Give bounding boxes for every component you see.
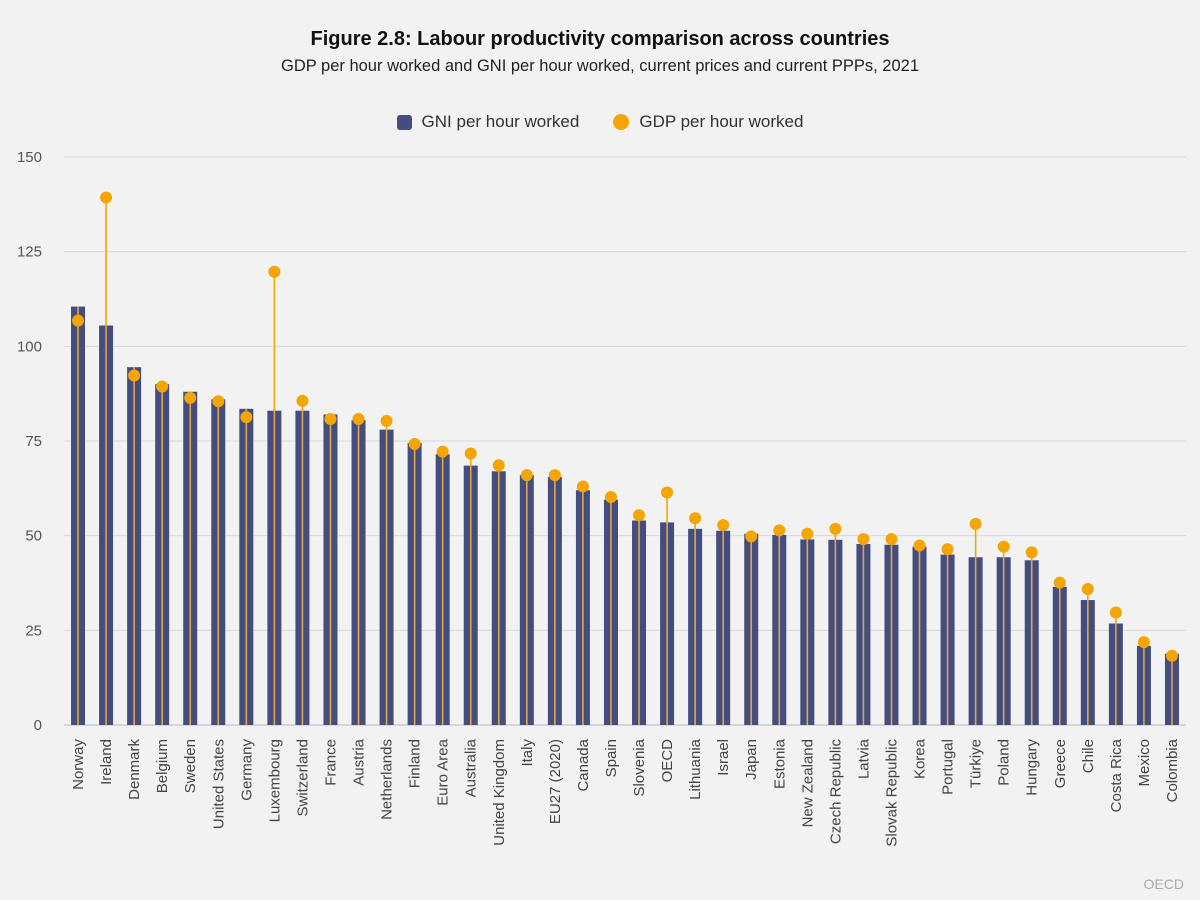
x-tick-label: Costa Rica (1108, 738, 1125, 812)
x-tick-label: Luxembourg (266, 739, 283, 822)
x-tick-label: New Zealand (799, 739, 816, 827)
x-tick-label: Sweden (182, 739, 199, 793)
gdp-point (436, 445, 449, 458)
x-tick-label: Germany (238, 739, 255, 801)
gdp-point (857, 533, 870, 546)
gdp-point (380, 414, 393, 427)
gdp-point (212, 395, 225, 408)
x-tick-label: EU27 (2020) (547, 739, 564, 824)
legend-label-gni: GNI per hour worked (421, 112, 580, 131)
y-tick-label: 75 (25, 433, 42, 450)
gdp-point (100, 191, 113, 204)
x-tick-label: Mexico (1136, 739, 1153, 787)
x-tick-label: Ireland (98, 739, 115, 785)
x-tick-label: Netherlands (379, 739, 396, 820)
gdp-point (324, 413, 337, 426)
gdp-point (576, 480, 589, 493)
x-tick-label: Lithuania (687, 738, 704, 800)
x-tick-label: Colombia (1164, 738, 1181, 802)
gdp-point (1137, 636, 1150, 649)
gdp-point (1081, 583, 1094, 596)
chart-legend: GNI per hour worked GDP per hour worked (0, 112, 1200, 132)
gdp-point (633, 509, 646, 522)
gdp-point (829, 522, 842, 535)
gdp-point (156, 380, 169, 393)
gdp-point (1025, 546, 1038, 559)
y-tick-label: 150 (17, 149, 42, 166)
gdp-point (352, 413, 365, 426)
gdp-point (72, 314, 85, 327)
y-tick-label: 125 (17, 244, 42, 261)
gdp-point (1109, 606, 1122, 619)
source-label: OECD (1143, 876, 1184, 892)
x-tick-label: Euro Area (435, 738, 452, 805)
x-tick-label: OECD (659, 739, 676, 783)
gdp-point (548, 469, 561, 482)
x-tick-label: Israel (715, 739, 732, 776)
y-tick-label: 0 (34, 717, 42, 734)
y-tick-label: 25 (25, 622, 42, 639)
x-tick-label: Estonia (771, 738, 788, 789)
legend-label-gdp: GDP per hour worked (639, 112, 804, 131)
x-tick-label: Czech Republic (827, 739, 844, 845)
gdp-point (184, 391, 197, 404)
gdp-point (240, 411, 253, 424)
gdp-point (296, 394, 309, 407)
x-tick-label: Türkiye (968, 739, 985, 788)
x-tick-label: Finland (407, 739, 424, 788)
x-tick-label: Portugal (940, 739, 957, 795)
x-tick-label: Spain (603, 739, 620, 777)
gdp-point (408, 438, 421, 451)
gdp-point (268, 265, 281, 278)
gdp-point (717, 519, 730, 532)
x-tick-label: United States (210, 739, 227, 829)
gdp-point (520, 469, 533, 482)
gdp-point (801, 527, 814, 540)
chart-title: Figure 2.8: Labour productivity comparis… (310, 28, 890, 50)
gdp-point (689, 512, 702, 525)
x-tick-label: Slovak Republic (883, 739, 900, 847)
x-tick-label: Chile (1080, 739, 1097, 773)
gdp-point (464, 447, 477, 460)
x-tick-label: Norway (70, 739, 87, 790)
gdp-point (1165, 649, 1178, 662)
gdp-point (492, 459, 505, 472)
gdp-point (1053, 576, 1066, 589)
gdp-point (885, 533, 898, 546)
x-tick-label: Slovenia (631, 738, 648, 796)
x-tick-label: United Kingdom (491, 739, 508, 846)
x-tick-label: Canada (575, 738, 592, 791)
x-tick-label: Hungary (1024, 739, 1041, 796)
gdp-point (997, 540, 1010, 553)
legend-swatch-gni (396, 114, 412, 130)
x-tick-label: France (322, 739, 339, 786)
chart-subtitle: GDP per hour worked and GNI per hour wor… (280, 57, 919, 75)
x-tick-label: Poland (996, 739, 1013, 786)
gdp-point (773, 524, 786, 537)
y-tick-label: 50 (25, 528, 42, 545)
x-tick-label: Switzerland (294, 739, 311, 817)
x-tick-label: Latvia (855, 738, 872, 779)
x-tick-label: Denmark (126, 739, 143, 800)
x-tick-label: Australia (463, 738, 480, 797)
gdp-point (913, 539, 926, 552)
x-tick-label: Italy (519, 739, 536, 767)
gdp-point (745, 530, 758, 543)
gdp-point (969, 517, 982, 530)
y-tick-label: 100 (17, 338, 42, 355)
gdp-point (604, 491, 617, 504)
gdp-point (941, 543, 954, 556)
x-tick-label: Austria (351, 738, 368, 785)
legend-item-gni[interactable]: GNI per hour worked (396, 112, 580, 132)
x-tick-label: Greece (1052, 739, 1069, 788)
x-tick-label: Belgium (154, 739, 171, 793)
x-tick-label: Korea (912, 738, 929, 779)
gdp-point (661, 486, 674, 499)
legend-swatch-gdp (613, 114, 630, 130)
x-tick-label: Japan (743, 739, 760, 780)
legend-item-gdp[interactable]: GDP per hour worked (613, 112, 803, 132)
gdp-point (128, 369, 141, 382)
